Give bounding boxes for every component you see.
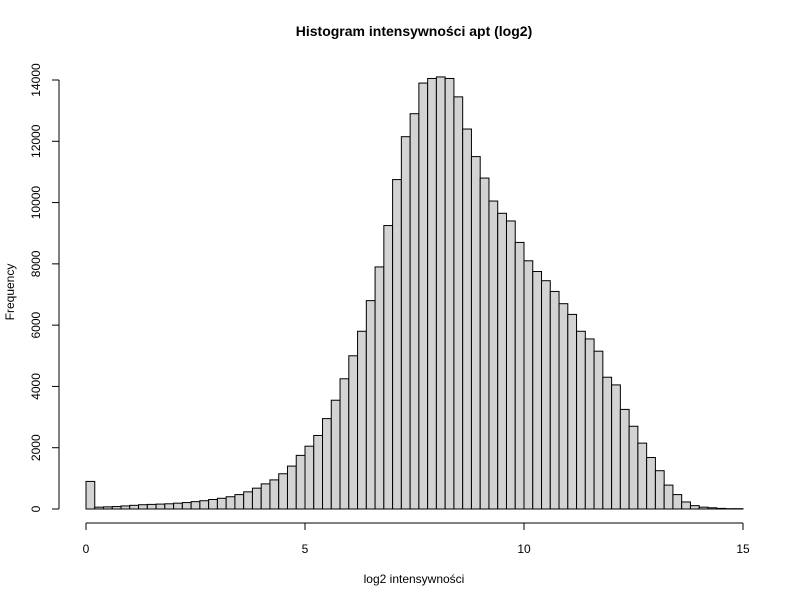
- histogram-bar: [216, 497, 227, 510]
- histogram-bar: [654, 470, 665, 510]
- y-axis-label: Frequency: [3, 264, 17, 321]
- y-tick-label: 2000: [29, 434, 43, 461]
- histogram-bar: [532, 271, 543, 510]
- histogram-bar: [365, 300, 376, 510]
- histogram-bar: [470, 156, 481, 510]
- histogram-bar: [138, 504, 148, 510]
- histogram-bar: [488, 200, 499, 510]
- histogram-bar: [462, 128, 472, 510]
- histogram-bar: [453, 96, 464, 510]
- histogram-bar: [146, 503, 157, 510]
- bars-group: [85, 76, 744, 510]
- x-tick-label: 0: [83, 542, 90, 556]
- histogram-bar: [707, 507, 718, 510]
- histogram-bar: [295, 454, 306, 510]
- histogram-bar: [304, 445, 315, 510]
- histogram-bar: [234, 494, 245, 510]
- histogram-bar: [260, 483, 271, 510]
- histogram-bar: [181, 502, 192, 510]
- histogram-bar: [418, 82, 429, 510]
- y-tick-label: 8000: [29, 250, 43, 277]
- histogram-bar: [155, 503, 166, 510]
- histogram-bar: [558, 303, 569, 510]
- histogram-bar: [427, 77, 437, 510]
- histogram-bar: [698, 506, 709, 510]
- y-tick-label: 12000: [29, 124, 43, 158]
- histogram-bar: [479, 177, 490, 510]
- histogram-bar: [541, 280, 551, 510]
- histogram-bar: [103, 506, 113, 510]
- histogram-bar: [444, 77, 455, 510]
- y-tick-label: 10000: [29, 186, 43, 220]
- histogram-bar: [208, 499, 218, 510]
- histogram-bar: [164, 503, 175, 510]
- histogram-bar: [225, 496, 236, 510]
- histogram-bar: [523, 260, 534, 510]
- y-axis: 0 2000 4000 6000 8000 10000 12000 14000: [29, 63, 60, 512]
- chart-title: Histogram intensywności apt (log2): [296, 23, 532, 39]
- y-tick-label: 14000: [29, 63, 43, 97]
- histogram-bar: [85, 480, 96, 510]
- histogram-bar: [199, 500, 210, 510]
- histogram-bar: [497, 212, 507, 510]
- histogram-bar: [584, 338, 595, 510]
- histogram-bar: [576, 330, 586, 510]
- histogram-bar: [111, 506, 122, 510]
- histogram-bar: [278, 473, 288, 510]
- histogram-bar: [549, 290, 560, 510]
- histogram-bar: [190, 501, 201, 510]
- histogram-bar: [322, 418, 332, 510]
- histogram-bar: [374, 266, 385, 510]
- histogram-bar: [173, 502, 183, 510]
- histogram-bar: [129, 504, 140, 510]
- y-tick-label: 4000: [29, 373, 43, 400]
- histogram-bar: [269, 479, 280, 510]
- histogram-bar: [94, 506, 105, 510]
- y-tick-label: 0: [29, 505, 43, 512]
- histogram-bar: [120, 505, 131, 510]
- histogram-bar: [383, 225, 394, 510]
- histogram-bar: [409, 113, 420, 510]
- histogram-bar: [689, 505, 700, 510]
- x-axis-label: log2 intensywności: [364, 572, 465, 586]
- histogram-bar: [313, 434, 324, 510]
- x-tick-label: 10: [517, 542, 531, 556]
- histogram-bar: [611, 384, 621, 510]
- histogram-bar: [435, 76, 446, 510]
- histogram-bar: [357, 330, 367, 510]
- x-axis: 0 5 10 15: [83, 522, 750, 556]
- histogram-bar: [593, 350, 604, 510]
- histogram-bar: [619, 408, 630, 510]
- histogram-bar: [602, 376, 613, 510]
- histogram-bar: [514, 241, 525, 510]
- histogram-bar: [663, 484, 674, 510]
- histogram-bar: [646, 457, 656, 510]
- histogram-bar: [400, 136, 411, 510]
- histogram-bar: [505, 220, 516, 510]
- y-tick-label: 6000: [29, 311, 43, 338]
- histogram-bar: [392, 179, 402, 510]
- histogram-bar: [243, 491, 253, 510]
- histogram-bar: [330, 399, 341, 510]
- histogram-bar: [637, 442, 648, 510]
- histogram-bar: [716, 507, 726, 510]
- histogram-bar: [348, 355, 359, 510]
- histogram-bar: [251, 487, 262, 510]
- histogram-bar: [567, 313, 578, 510]
- x-tick-label: 5: [302, 542, 309, 556]
- histogram-bar: [286, 465, 297, 510]
- histogram-bar: [339, 378, 350, 510]
- x-tick-label: 15: [736, 542, 750, 556]
- histogram-bar: [628, 425, 639, 510]
- histogram-bar: [681, 501, 691, 510]
- histogram-bar: [672, 494, 683, 510]
